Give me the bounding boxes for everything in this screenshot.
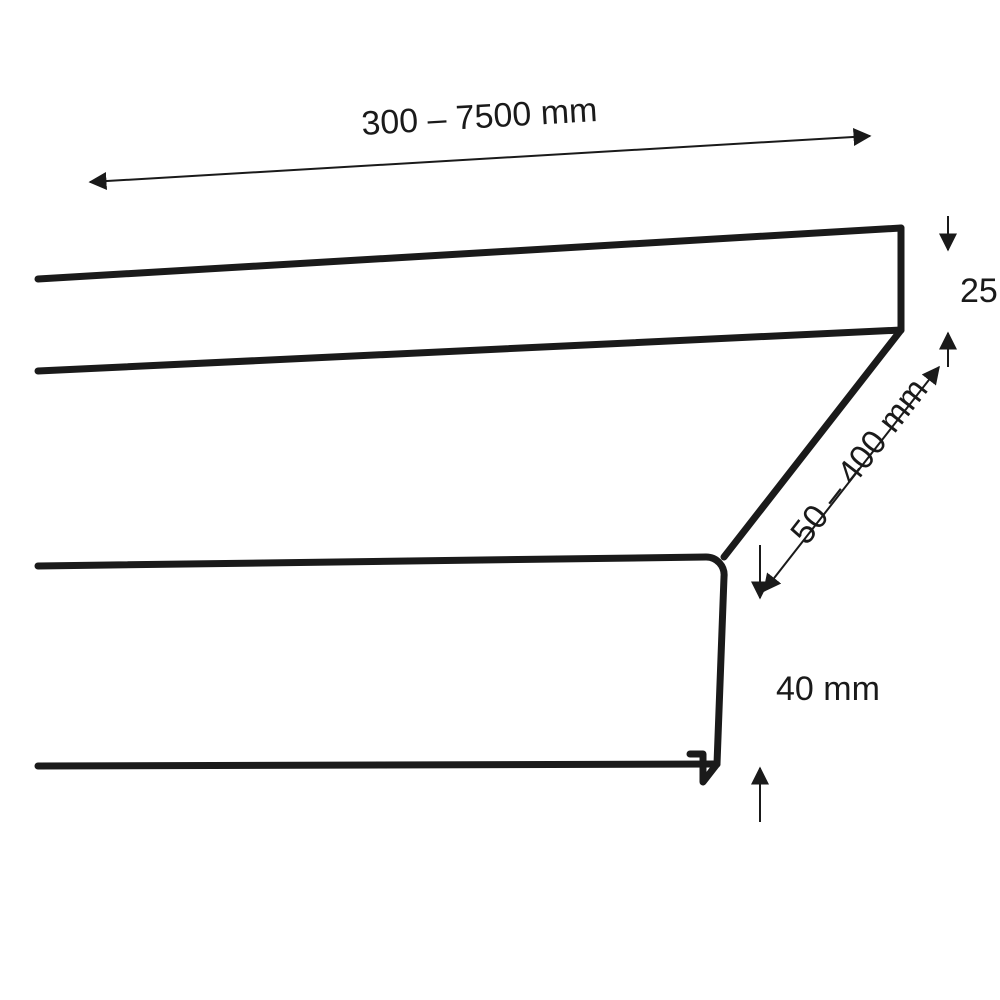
- edge-top-front: [38, 557, 724, 577]
- technical-drawing: 300 – 7500 mm 25 50 – 400 mm 40 mm: [0, 0, 1000, 1000]
- window-sill-profile: [38, 228, 901, 782]
- dim-depth-label: 50 – 400 mm: [783, 371, 935, 551]
- dim-length-line: [90, 136, 870, 182]
- edge-front-right: [717, 577, 724, 764]
- dim-upstand-label: 25: [960, 272, 998, 310]
- edge-back-top: [38, 228, 901, 279]
- drip-edge: [690, 754, 717, 782]
- dim-front-label: 40 mm: [776, 670, 880, 708]
- dimension-annotations: 300 – 7500 mm 25 50 – 400 mm 40 mm: [90, 91, 998, 822]
- edge-front-bottom: [38, 764, 717, 766]
- edge-back-bottom: [38, 330, 901, 371]
- dim-length-label: 300 – 7500 mm: [360, 91, 598, 143]
